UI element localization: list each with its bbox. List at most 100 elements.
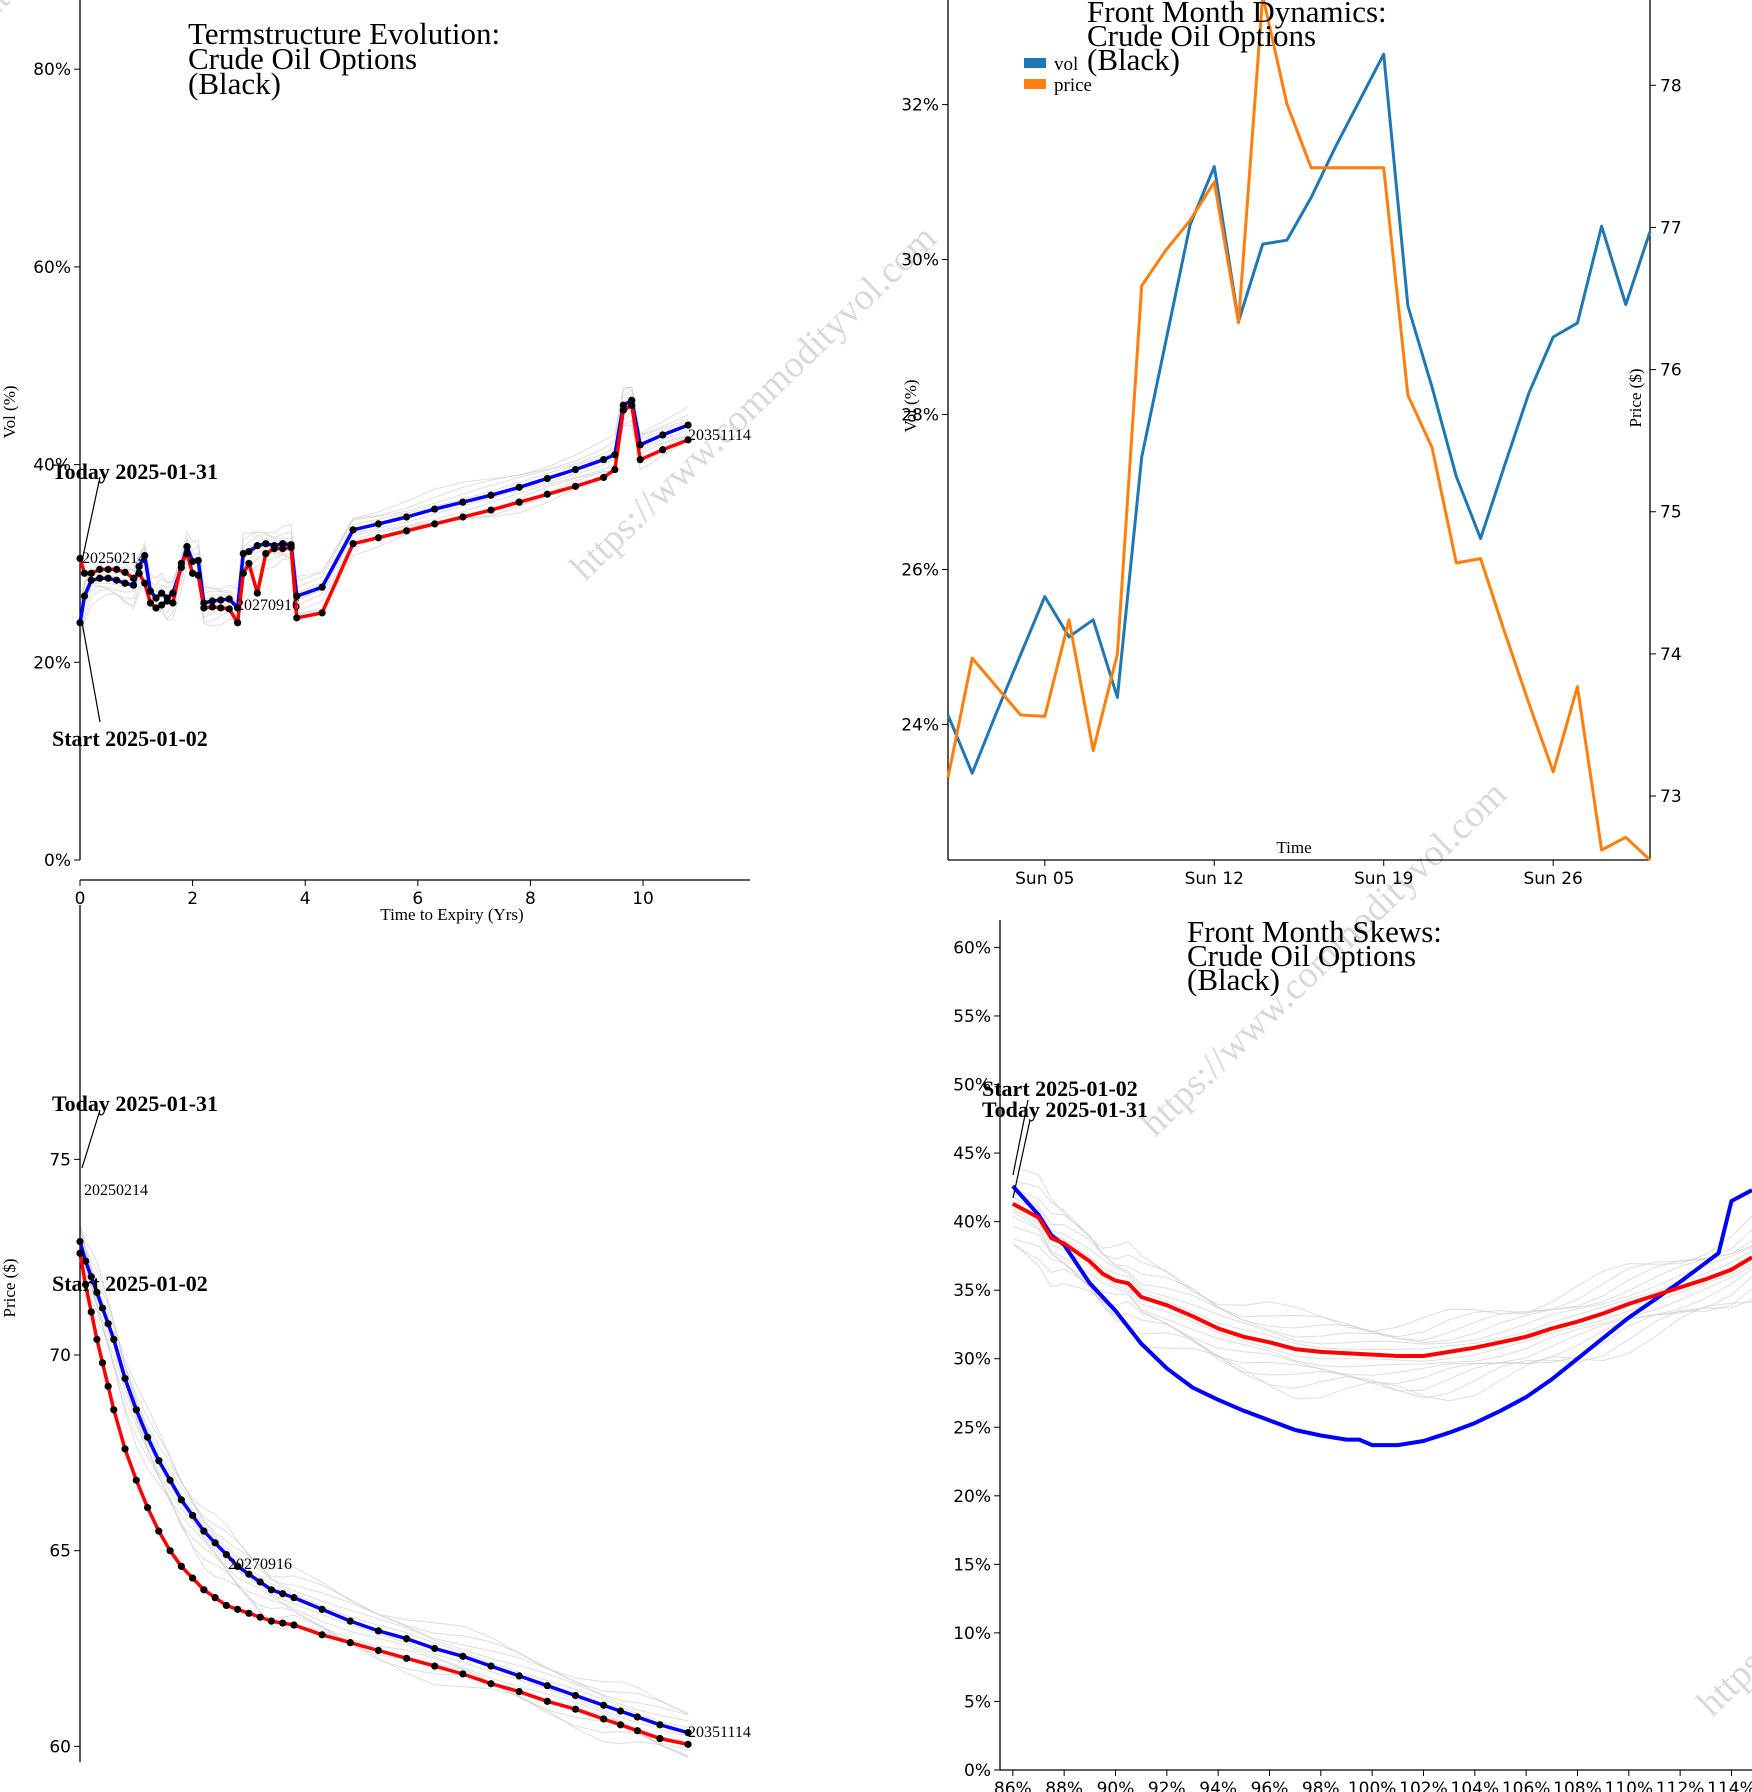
data-point	[256, 1578, 264, 1586]
data-point	[239, 549, 247, 558]
data-point	[600, 1715, 608, 1723]
chart-title-line-1: Front Month Dynamics:	[1087, 0, 1387, 29]
data-point	[346, 1639, 354, 1647]
data-point	[431, 1644, 439, 1653]
data-point	[129, 574, 138, 582]
x-tick-label: 8	[525, 889, 536, 909]
data-point	[656, 1721, 664, 1729]
data-point	[633, 1727, 641, 1735]
legend-label: price	[1054, 75, 1092, 96]
y-axis-label: Vol (%)	[0, 385, 19, 438]
term-vol-panel: 0% 20% 40% 60% 80% 0 2 4 6 8 10 Termstructure Evo…	[0, 0, 751, 924]
data-point	[141, 551, 149, 560]
data-point	[200, 604, 208, 612]
series-lines	[1011, 1184, 1752, 1448]
data-point	[200, 1527, 208, 1535]
data-point	[217, 596, 225, 604]
y-tick-label: 75	[1660, 503, 1682, 523]
data-point	[87, 569, 95, 577]
chart-title-line-1: Termstructure Evolution:	[188, 16, 500, 51]
chart-title-line-2: Crude Oil Options	[188, 41, 417, 76]
data-point	[543, 1682, 551, 1690]
data-point	[318, 609, 326, 617]
data-point	[431, 1662, 439, 1670]
data-point	[270, 545, 278, 553]
data-point	[189, 557, 197, 566]
data-point	[459, 1670, 467, 1678]
data-point	[143, 1433, 152, 1441]
front-dynamics-panel: 24% 26% 28% 30% 32% 73 74 75 76 77 78 Sun 05 Sun 1…	[901, 0, 1682, 889]
skews-panel: 0% 5% 10% 15% 20% 25% 30% 35% 40% 45% 50% 55% 60% 86…	[953, 914, 1752, 1792]
x-tick-label: 6	[412, 889, 423, 909]
x-ticks: Sun 05 Sun 12 Sun 19 Sun 26	[1015, 860, 1583, 889]
y-tick-label: 78	[1660, 76, 1682, 96]
data-point	[98, 1359, 107, 1367]
today-arrow	[81, 1109, 101, 1169]
data-point	[487, 506, 495, 514]
history-line	[1012, 1166, 1752, 1332]
data-point	[628, 396, 636, 404]
data-point	[141, 579, 149, 587]
data-point	[684, 421, 692, 429]
x-tick-label: Sun 12	[1185, 869, 1244, 889]
x-tick-label: 108%	[1553, 1779, 1602, 1792]
data-point	[208, 597, 216, 605]
series-lines	[76, 1237, 692, 1748]
data-point	[155, 1527, 163, 1535]
data-point	[318, 1631, 326, 1639]
data-point	[600, 1701, 608, 1709]
legend-label: vol	[1054, 54, 1078, 75]
data-point	[121, 1374, 129, 1383]
today-annotation: Today 2025-01-31	[982, 1097, 1148, 1122]
y-tick-label: 55%	[953, 1007, 991, 1027]
data-point	[571, 482, 580, 490]
data-point	[183, 549, 191, 558]
y-tick-label: 40%	[953, 1213, 991, 1233]
series-line	[78, 1252, 689, 1747]
data-point	[402, 1654, 411, 1662]
data-point	[293, 614, 301, 622]
data-point	[217, 604, 225, 612]
history-line	[79, 1244, 689, 1737]
series-lines	[946, 0, 1652, 862]
x-tick-label: 90%	[1097, 1779, 1135, 1792]
x-axis-label: Time to Expiry (Yrs)	[380, 905, 523, 924]
data-point	[194, 571, 202, 579]
data-point	[93, 1335, 101, 1343]
x-tick-label: 102%	[1399, 1779, 1448, 1792]
data-point	[279, 1619, 287, 1627]
data-point	[152, 604, 160, 612]
data-point	[543, 474, 551, 483]
data-point	[121, 579, 129, 587]
x-tick-label: 106%	[1502, 1779, 1551, 1792]
data-point	[253, 542, 261, 550]
data-point	[431, 505, 439, 513]
data-point	[183, 543, 191, 551]
data-point	[374, 534, 383, 542]
chart-title-line-1: Front Month Skews:	[1187, 914, 1442, 949]
data-point	[515, 498, 523, 506]
data-point	[515, 483, 523, 491]
data-point	[152, 594, 160, 602]
data-point	[633, 1713, 641, 1721]
y-tick-label: 60	[49, 1737, 71, 1757]
data-point	[76, 1249, 84, 1257]
data-point	[487, 491, 495, 499]
x-tick-label: 86%	[994, 1779, 1032, 1792]
data-point	[256, 1613, 264, 1621]
term-price-panel: 60 65 70 75 Price ($) Today 2025-01-31 Star…	[0, 905, 751, 1762]
data-point	[684, 436, 692, 444]
data-point	[163, 597, 171, 605]
data-point	[166, 1547, 174, 1555]
data-point	[80, 569, 89, 577]
data-point	[628, 401, 636, 409]
y-tick-label: 75	[49, 1150, 71, 1170]
data-point	[616, 1721, 625, 1729]
history-line	[79, 1229, 689, 1722]
x-tick-label: 114%	[1707, 1779, 1752, 1792]
y-tick-label: 0%	[964, 1761, 991, 1781]
data-point	[200, 599, 208, 607]
y-tick-label: 25%	[953, 1418, 991, 1438]
data-point	[234, 619, 242, 627]
